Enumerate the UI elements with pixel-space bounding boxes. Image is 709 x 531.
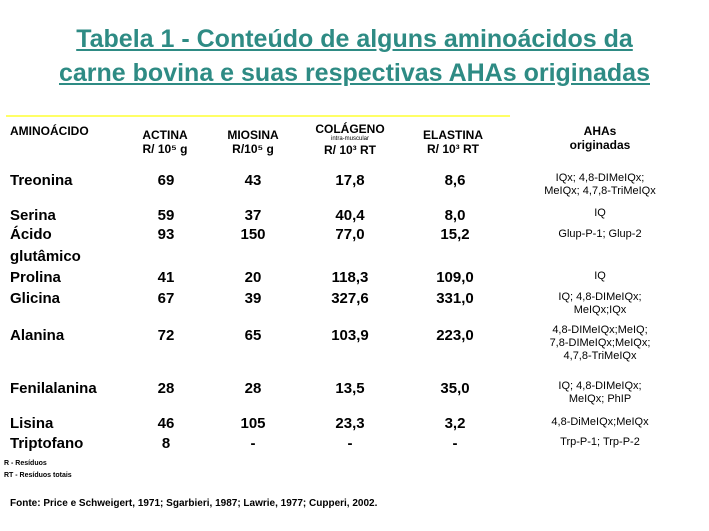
cell-colageno: 118,3 (331, 269, 369, 286)
aha-cell: IQ (594, 270, 606, 282)
cell-miosina: 150 (240, 226, 266, 243)
cell-miosina: 43 (244, 172, 262, 189)
cell-miosina: 28 (244, 380, 262, 397)
header-actina: ACTINA R/ 10⁵ g (142, 128, 188, 156)
header-elastina: ELASTINA R/ 10³ RT (423, 128, 483, 156)
cell-miosina: 37 (244, 207, 262, 224)
cell-elastina: 109,0 (436, 269, 474, 286)
cell-miosina: 105 (240, 415, 266, 432)
cell-miosina: 65 (244, 327, 262, 344)
aha-cell: 4,8-DIMeIQx;MeIQ; 7,8-DIMeIQx;MeIQx; 4,7,8… (549, 324, 651, 362)
aha-cell: 4,8-DiMeIQx;MeIQx (551, 416, 649, 428)
header-aminoacido: AMINOÁCIDO (10, 124, 89, 138)
cell-elastina: 15,2 (440, 226, 470, 243)
cell-actina: 28 (157, 380, 175, 397)
row-name: Treonina (10, 172, 73, 189)
source-note: Fonte: Price e Schweigert, 1971; Sgarbie… (10, 498, 378, 509)
cell-actina: 93 (157, 226, 175, 243)
aha-cell: IQx; 4,8-DIMeIQx; MeIQx; 4,7,8-TriMeIQx (544, 172, 656, 197)
cell-colageno: 77,0 (335, 226, 365, 243)
cell-elastina: 8,0 (444, 207, 466, 224)
aha-cell: IQ; 4,8-DIMeIQx; MeIQx; PhIP (558, 380, 642, 405)
cell-actina: 67 (157, 290, 175, 307)
cell-elastina: 3,2 (444, 415, 466, 432)
row-name: Ácido (10, 226, 52, 243)
cell-elastina: 331,0 (436, 290, 474, 307)
cell-miosina: - (250, 435, 256, 452)
cell-actina: 59 (157, 207, 175, 224)
cell-actina: 46 (157, 415, 175, 432)
cell-actina: 69 (157, 172, 175, 189)
cell-elastina: 8,6 (444, 172, 466, 189)
header-rule (6, 115, 510, 117)
cell-elastina: - (452, 435, 458, 452)
row-name: Fenilalanina (10, 380, 97, 397)
cell-elastina: 223,0 (436, 327, 474, 344)
cell-actina: 41 (157, 269, 175, 286)
header-ahas: AHAs originadas (569, 124, 631, 152)
cell-colageno: 40,4 (335, 207, 365, 224)
title-line-2: carne bovina e suas respectivas AHAs ori… (59, 59, 650, 87)
header-colageno: COLÁGENO intra-muscular R/ 10³ RT (315, 122, 385, 157)
row-name: Serina (10, 207, 56, 224)
title-line-1: Tabela 1 - Conteúdo de alguns aminoácido… (76, 25, 633, 53)
cell-miosina: 39 (244, 290, 262, 307)
cell-actina: 72 (157, 327, 175, 344)
cell-colageno: - (347, 435, 353, 452)
aha-cell: Glup-P-1; Glup-2 (558, 228, 642, 240)
row-name: Prolina (10, 269, 61, 286)
cell-colageno: 103,9 (331, 327, 369, 344)
row-name: Lisina (10, 415, 54, 432)
footnote-rt: RT - Resíduos totais (4, 472, 72, 479)
aha-cell: Trp-P-1; Trp-P-2 (560, 436, 640, 448)
header-miosina: MIOSINA R/10⁵ g (227, 128, 279, 156)
aha-cell: IQ (594, 207, 606, 219)
row-name: Alanina (10, 327, 65, 344)
cell-colageno: 23,3 (335, 415, 365, 432)
footnote-r: R - Resíduos (4, 460, 47, 467)
cell-colageno: 327,6 (331, 290, 369, 307)
cell-actina: 8 (161, 435, 171, 452)
cell-elastina: 35,0 (440, 380, 470, 397)
row-name: Glicina (10, 290, 61, 307)
cell-colageno: 13,5 (335, 380, 365, 397)
row-name: glutâmico (10, 248, 81, 265)
row-name: Triptofano (10, 435, 84, 452)
aha-cell: IQ; 4,8-DIMeIQx; MeIQx;IQx (558, 291, 642, 316)
cell-miosina: 20 (244, 269, 262, 286)
cell-colageno: 17,8 (335, 172, 365, 189)
